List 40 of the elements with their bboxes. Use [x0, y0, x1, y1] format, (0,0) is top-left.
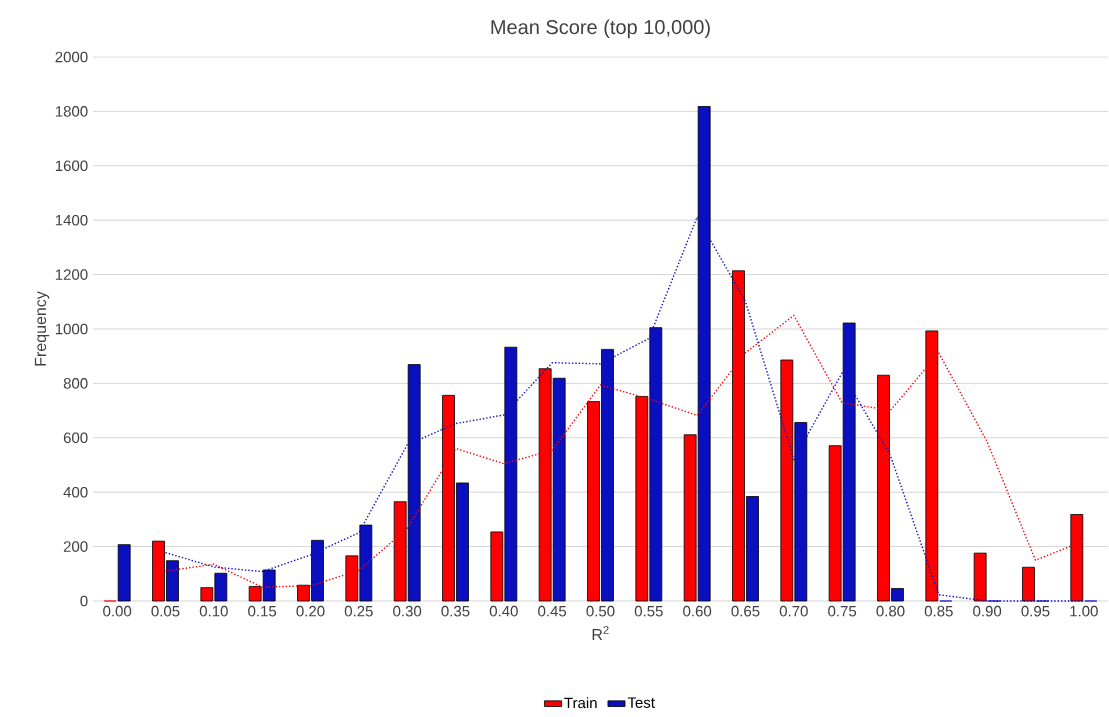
- x-tick-label: 0.30: [393, 605, 422, 617]
- y-tick-label: 200: [63, 541, 88, 552]
- x-tick-label: 0.80: [876, 605, 905, 617]
- bar: [1022, 566, 1035, 602]
- x-tick-label: 0.85: [924, 605, 953, 617]
- x-tick-label: 0.65: [731, 605, 760, 617]
- x-tick-label: 0.40: [489, 605, 518, 617]
- bar: [973, 552, 987, 602]
- y-tick-label: 0: [80, 595, 88, 607]
- x-tick-label: 0.55: [634, 605, 663, 617]
- x-tick-label: 0.00: [103, 605, 132, 617]
- x-axis-title: R$^{2}$: [592, 626, 609, 641]
- legend-label: Train: [564, 697, 597, 709]
- x-tick-label: 0.95: [1021, 605, 1050, 617]
- x-tick-label: 0.05: [151, 605, 180, 617]
- y-tick-label: 600: [63, 432, 88, 444]
- legend-label: Test: [627, 697, 655, 708]
- x-tick-label: 0.90: [973, 605, 1002, 617]
- x-tick-label: 0.35: [441, 605, 470, 617]
- x-tick-label: 0.50: [586, 605, 615, 617]
- y-tick-label: 1200: [55, 269, 88, 280]
- y-tick-label: 1800: [55, 106, 88, 117]
- bar: [117, 544, 131, 602]
- x-tick-label: 0.60: [683, 605, 712, 617]
- y-tick-label: 800: [63, 378, 88, 389]
- x-tick-label: 0.45: [538, 605, 567, 617]
- y-tick-label: 1400: [55, 214, 88, 226]
- y-axis-title: Frequency: [34, 291, 50, 366]
- chart-title: Mean Score (top 10,000): [491, 19, 710, 39]
- y-tick-label: 1600: [55, 160, 88, 172]
- x-tick-label: 1.00: [1070, 605, 1098, 617]
- y-tick-label: 2000: [55, 51, 88, 63]
- x-tick-label: 0.15: [248, 605, 277, 617]
- x-tick-label: 0.25: [344, 605, 373, 617]
- x-tick-label: 0.20: [296, 605, 325, 617]
- y-tick-label: 1000: [55, 323, 88, 335]
- x-tick-label: 0.75: [828, 605, 857, 617]
- x-tick-label: 0.10: [199, 605, 228, 617]
- x-tick-label: 0.70: [779, 605, 808, 617]
- y-tick-label: 400: [63, 486, 88, 498]
